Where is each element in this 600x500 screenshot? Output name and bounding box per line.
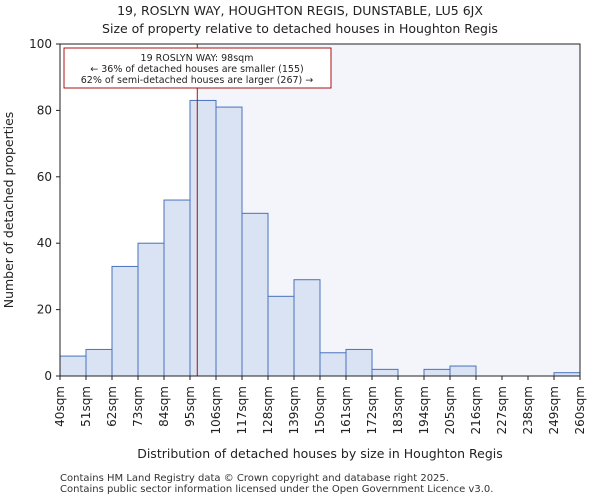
x-tick-label-205sqm: 205sqm (443, 386, 457, 434)
bar-95sqm (189, 99, 217, 377)
footer: Contains HM Land Registry data © Crown c… (60, 473, 493, 495)
x-tick-label-172sqm: 172sqm (365, 386, 379, 434)
x-tick-label-117sqm: 117sqm (235, 386, 249, 434)
bars (59, 99, 581, 377)
x-tick-label-183sqm: 183sqm (391, 386, 405, 434)
x-tick-label-40sqm: 40sqm (53, 386, 67, 427)
bar-51sqm (85, 348, 113, 377)
x-axis: 40sqm 51sqm 62sqm 73sqm 84sqm 95sqm 106sqm 117s… (53, 376, 587, 434)
y-tick-label-0: 0 (44, 369, 52, 383)
footer-line-1: Contains HM Land Registry data © Crown c… (60, 473, 449, 484)
chart-title-block: 19, ROSLYN WAY, HOUGHTON REGIS, DUNSTABL… (0, 2, 600, 38)
x-tick-label-51sqm: 51sqm (79, 386, 93, 427)
annotation-line-1: 19 ROSLYN WAY: 98sqm (141, 53, 254, 64)
x-tick-label-150sqm: 150sqm (313, 386, 327, 434)
x-tick-label-73sqm: 73sqm (131, 386, 145, 427)
x-tick-label-227sqm: 227sqm (495, 386, 509, 434)
y-tick-label-80: 80 (37, 103, 52, 117)
chart-title: 19, ROSLYN WAY, HOUGHTON REGIS, DUNSTABL… (117, 3, 483, 18)
x-tick-label-249sqm: 249sqm (547, 386, 561, 434)
bar-139sqm (293, 279, 321, 377)
y-tick-label-60: 60 (37, 170, 52, 184)
x-tick-label-216sqm: 216sqm (469, 386, 483, 434)
x-tick-label-139sqm: 139sqm (287, 386, 301, 434)
x-tick-label-238sqm: 238sqm (521, 386, 535, 434)
bar-84sqm (163, 199, 191, 377)
x-tick-label-106sqm: 106sqm (209, 386, 223, 434)
chart-subtitle: Size of property relative to detached ho… (102, 21, 498, 36)
x-tick-label-260sqm: 260sqm (573, 386, 587, 434)
bar-128sqm (267, 295, 295, 377)
x-tick-label-95sqm: 95sqm (183, 386, 197, 427)
y-axis-label: Number of detached properties (1, 112, 16, 309)
annotation-line-3: 62% of semi-detached houses are larger (… (81, 75, 314, 86)
x-tick-label-194sqm: 194sqm (417, 386, 431, 434)
y-tick-label-20: 20 (37, 303, 52, 317)
bar-161sqm (345, 348, 373, 377)
annotation-line-2: ← 36% of detached houses are smaller (15… (90, 64, 303, 75)
bar-106sqm (215, 106, 243, 377)
footer-line-2: Contains public sector information licen… (60, 484, 494, 495)
x-tick-label-62sqm: 62sqm (105, 386, 119, 427)
bar-150sqm (319, 352, 347, 377)
bar-194sqm (423, 368, 451, 377)
bar-40sqm (59, 355, 87, 377)
bar-172sqm (371, 368, 399, 377)
y-axis: 0 20 40 60 80 100 (29, 37, 60, 383)
y-tick-label-100: 100 (29, 37, 52, 51)
x-tick-label-128sqm: 128sqm (261, 386, 275, 434)
bar-117sqm (241, 212, 269, 377)
bar-73sqm (137, 242, 165, 377)
annotation-box: 19 ROSLYN WAY: 98sqm ← 36% of detached h… (63, 47, 332, 89)
annotation-box-frame (63, 47, 332, 89)
bar-205sqm (449, 365, 477, 377)
x-axis-label: Distribution of detached houses by size … (137, 446, 503, 461)
bar-62sqm (111, 265, 139, 377)
x-tick-label-84sqm: 84sqm (157, 386, 171, 427)
x-tick-label-161sqm: 161sqm (339, 386, 353, 434)
y-tick-label-40: 40 (37, 236, 52, 250)
